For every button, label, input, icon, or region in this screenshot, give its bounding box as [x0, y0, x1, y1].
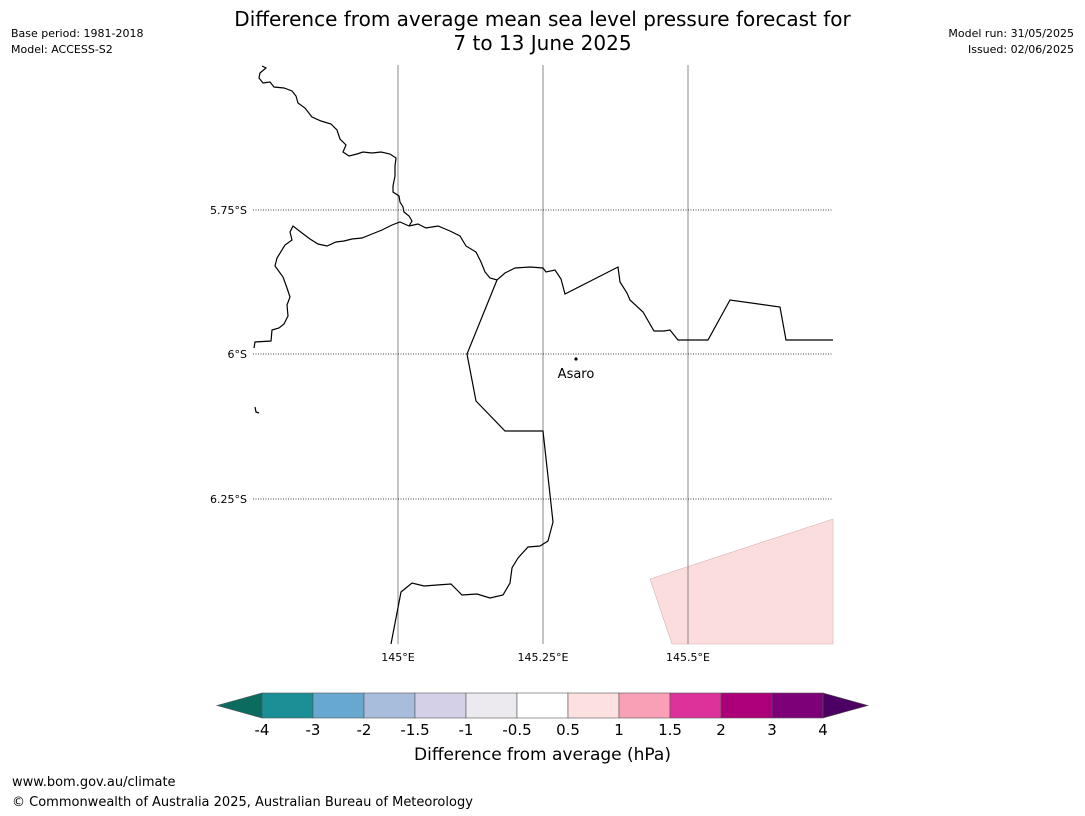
model-info: Base period: 1981-2018 Model: ACCESS-S2	[11, 26, 143, 58]
colorbar-tick-label: 1	[614, 721, 624, 739]
province-boundary-west	[253, 221, 410, 349]
colorbar-tick-label: 3	[767, 721, 777, 739]
issued-date: Issued: 02/06/2025	[967, 43, 1074, 56]
colorbar-segment	[261, 692, 314, 719]
colorbar-tick-label: -0.5	[502, 721, 531, 739]
colorbar-segment	[618, 692, 671, 719]
colorbar-segment	[720, 692, 773, 719]
footer-url: www.bom.gov.au/climate	[12, 775, 176, 790]
anomaly-region	[649, 518, 834, 645]
colorbar-tick-label: 4	[818, 721, 828, 739]
colorbar-segment	[312, 692, 365, 719]
colorbar-tick-label: 0.5	[556, 721, 580, 739]
colorbar-tick-label: -4	[255, 721, 270, 739]
lat-label-5-75: 5.75°S	[210, 204, 247, 217]
colorbar: -4 -3 -2 -1.5 -1 -0.5 0.5 1 1.5 2 3 4	[215, 692, 870, 739]
asaro-marker	[574, 357, 578, 361]
colorbar-under-arrow	[215, 692, 263, 719]
colorbar-segment	[414, 692, 467, 719]
colorbar-tick-label: -2	[357, 721, 372, 739]
title-line-1: Difference from average mean sea level p…	[234, 7, 851, 31]
colorbar-segment	[516, 692, 569, 719]
colorbar-tick-label: -3	[306, 721, 321, 739]
colorbar-over-arrow	[822, 692, 870, 719]
coast-fragment	[254, 406, 260, 414]
colorbar-segment	[567, 692, 620, 719]
colorbar-segment	[771, 692, 824, 719]
province-boundary-north	[408, 223, 833, 341]
province-boundary-central	[390, 279, 554, 645]
base-period: Base period: 1981-2018	[11, 27, 144, 40]
model-name: Model: ACCESS-S2	[11, 43, 113, 56]
page-title: Difference from average mean sea level p…	[0, 7, 1085, 55]
asaro-label: Asaro	[558, 367, 595, 382]
colorbar-tick-label: -1	[459, 721, 474, 739]
run-info: Model run: 31/05/2025 Issued: 02/06/2025	[948, 26, 1074, 58]
title-line-2: 7 to 13 June 2025	[453, 31, 632, 55]
province-boundary-northwest	[258, 65, 413, 227]
lat-label-6: 6°S	[228, 348, 247, 361]
model-run-date: Model run: 31/05/2025	[948, 27, 1074, 40]
lon-label-145-25: 145.25°E	[518, 651, 569, 664]
colorbar-segment	[465, 692, 518, 719]
colorbar-tick-label: -1.5	[400, 721, 429, 739]
colorbar-label: Difference from average (hPa)	[414, 745, 671, 765]
colorbar-tick-label: 1.5	[658, 721, 682, 739]
lon-label-145-5: 145.5°E	[666, 651, 710, 664]
lon-label-145: 145°E	[381, 651, 414, 664]
lat-label-6-25: 6.25°S	[210, 493, 247, 506]
colorbar-segment	[669, 692, 722, 719]
footer-copyright: © Commonwealth of Australia 2025, Austra…	[12, 795, 473, 810]
colorbar-tick-label: 2	[716, 721, 726, 739]
colorbar-segment	[363, 692, 416, 719]
